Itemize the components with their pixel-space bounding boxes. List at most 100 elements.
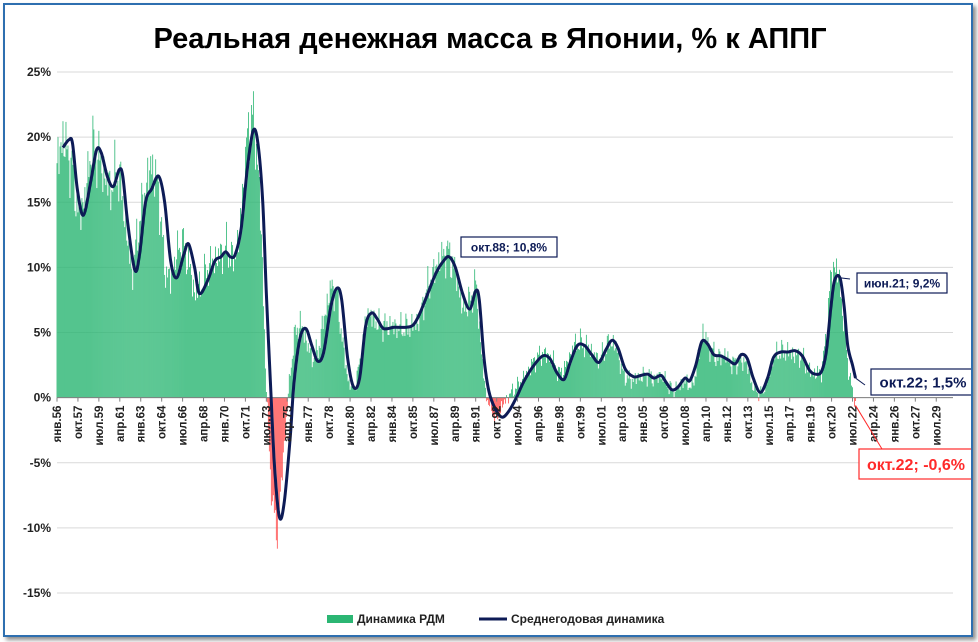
rdm-bar xyxy=(677,384,679,398)
rdm-bar xyxy=(721,354,723,398)
rdm-bar xyxy=(192,296,193,398)
rdm-bar xyxy=(796,355,798,398)
annotation-box xyxy=(870,368,971,396)
rdm-bar xyxy=(327,305,329,398)
rdm-bar xyxy=(278,397,280,510)
rdm-bar xyxy=(436,264,438,398)
annual-average-line xyxy=(61,127,857,521)
rdm-bar xyxy=(396,338,398,398)
rdm-bar xyxy=(676,388,678,398)
x-tick-label: окт.64 xyxy=(157,405,169,439)
rdm-bar xyxy=(575,351,577,398)
rdm-bar xyxy=(401,334,403,398)
rdm-bar xyxy=(501,397,503,402)
rdm-bar xyxy=(417,323,419,398)
rdm-bar xyxy=(405,313,407,398)
rdm-bar xyxy=(197,297,198,398)
rdm-bar xyxy=(432,266,434,398)
rdm-bar xyxy=(707,337,709,398)
rdm-bar xyxy=(455,266,457,398)
rdm-bar xyxy=(79,204,81,398)
rdm-bar xyxy=(548,353,549,398)
rdm-bar xyxy=(63,156,65,398)
rdm-bar xyxy=(125,207,127,398)
rdm-bar xyxy=(378,308,380,398)
rdm-bar xyxy=(225,245,226,398)
rdm-bar xyxy=(339,333,341,398)
rdm-bar xyxy=(187,269,188,398)
rdm-bar xyxy=(153,182,155,398)
rdm-bar xyxy=(173,275,175,398)
rdm-bar xyxy=(329,280,331,398)
rdm-bar xyxy=(352,388,354,398)
rdm-bar xyxy=(697,349,699,398)
rdm-bar xyxy=(150,156,152,398)
rdm-bar xyxy=(747,373,749,398)
rdm-bar xyxy=(538,354,539,398)
rdm-bar xyxy=(855,397,856,401)
rdm-bar xyxy=(846,349,847,398)
rdm-bar xyxy=(171,271,173,398)
rdm-bar xyxy=(580,337,582,398)
rdm-bar xyxy=(194,292,195,398)
rdm-bar xyxy=(679,390,681,398)
rdm-bar xyxy=(755,387,757,398)
rdm-bar xyxy=(768,373,770,398)
rdm-bar xyxy=(660,379,662,398)
rdm-bar xyxy=(467,316,469,398)
rdm-bar xyxy=(262,306,264,398)
rdm-bar xyxy=(246,137,247,398)
x-tick-label: июл.80 xyxy=(345,406,357,446)
rdm-bar xyxy=(509,393,510,398)
rdm-bar xyxy=(209,263,210,398)
rdm-bar xyxy=(521,384,522,398)
rdm-bar xyxy=(157,175,159,398)
rdm-bar xyxy=(612,334,614,398)
rdm-bar xyxy=(689,387,691,398)
rdm-bar xyxy=(320,328,322,398)
rdm-bar xyxy=(479,321,481,398)
rdm-bar xyxy=(323,316,325,398)
rdm-bar xyxy=(851,385,852,398)
rdm-bar xyxy=(211,268,212,398)
rdm-bar xyxy=(181,268,183,398)
rdm-bar xyxy=(586,349,588,398)
rdm-bar xyxy=(478,328,480,398)
rdm-bar xyxy=(778,358,780,398)
rdm-bar xyxy=(800,360,802,398)
x-tick-label: янв.19 xyxy=(806,406,818,443)
rdm-bar xyxy=(439,271,441,398)
rdm-bar xyxy=(781,339,783,398)
rdm-bar xyxy=(226,221,227,398)
rdm-bar xyxy=(397,326,399,398)
rdm-bar xyxy=(326,293,328,398)
rdm-bar xyxy=(351,379,353,398)
rdm-bar xyxy=(217,266,218,398)
x-tick-label: апр.68 xyxy=(199,405,211,442)
rdm-bar xyxy=(322,329,324,398)
rdm-bar xyxy=(230,266,231,398)
rdm-bar xyxy=(266,397,268,403)
x-tick-label: апр.24 xyxy=(868,405,880,442)
rdm-bar xyxy=(610,346,612,398)
rdm-bar xyxy=(205,264,206,398)
rdm-bar xyxy=(772,366,774,398)
rdm-bar xyxy=(765,378,767,398)
rdm-bar xyxy=(392,321,394,398)
rdm-bar xyxy=(250,105,252,398)
rdm-bar xyxy=(430,279,432,398)
rdm-bar xyxy=(706,342,708,398)
rdm-bar xyxy=(499,397,501,417)
rdm-bar xyxy=(641,381,643,398)
rdm-bar xyxy=(569,354,571,398)
rdm-bar xyxy=(144,192,146,398)
rdm-bar xyxy=(279,397,281,492)
rdm-bar xyxy=(154,196,156,398)
rdm-bar xyxy=(426,289,428,398)
rdm-bar xyxy=(750,383,752,398)
rdm-bar xyxy=(221,244,222,398)
rdm-bar xyxy=(488,397,490,405)
rdm-bar xyxy=(766,384,768,398)
rdm-bar xyxy=(671,391,673,398)
rdm-bar xyxy=(831,271,832,398)
